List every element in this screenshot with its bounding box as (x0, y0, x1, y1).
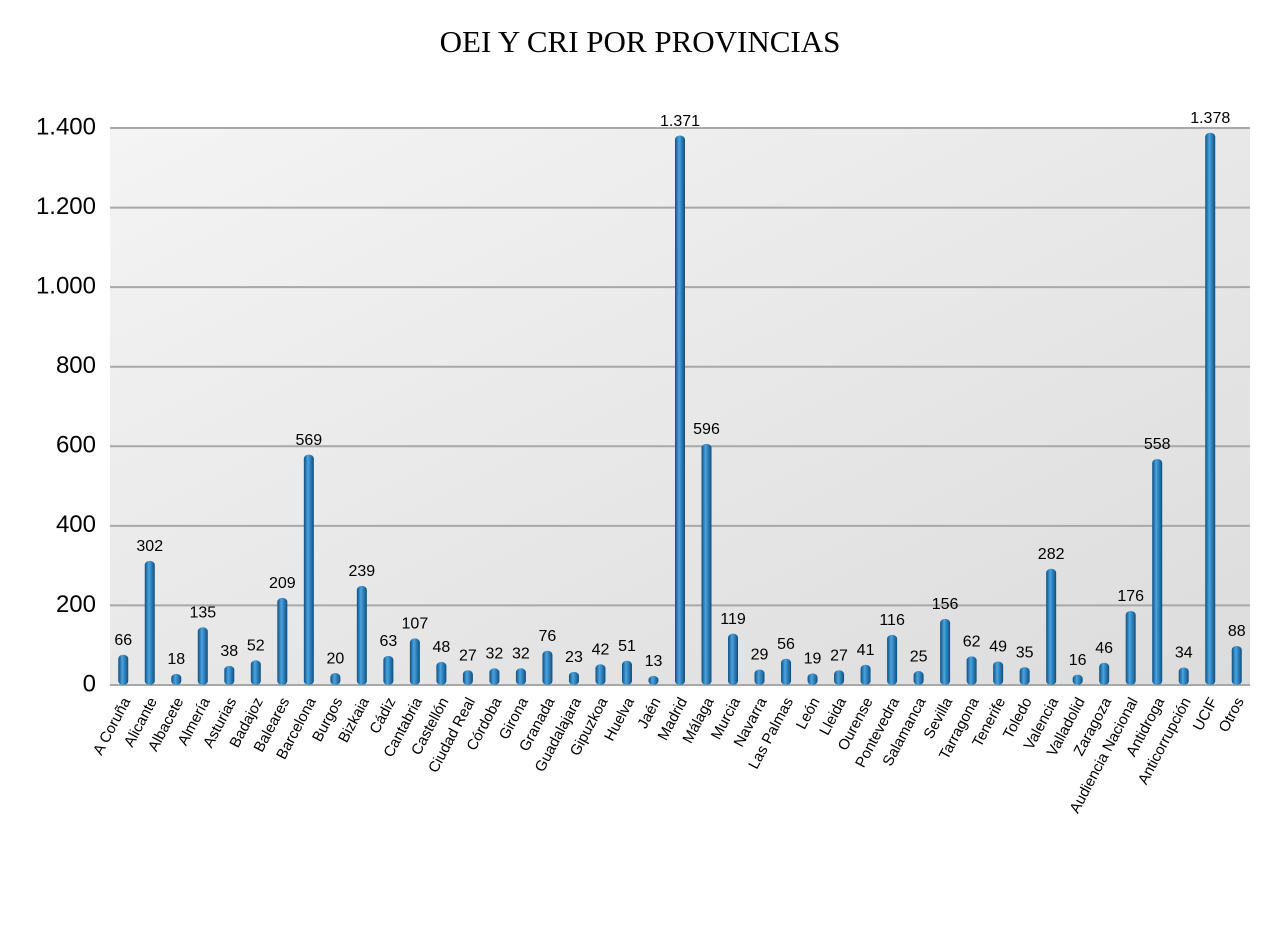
bar (1178, 667, 1189, 685)
bar (1072, 674, 1083, 685)
value-label: 34 (1175, 645, 1193, 662)
value-label: 20 (326, 650, 344, 667)
bar (277, 597, 288, 685)
bar (887, 634, 898, 685)
bar (197, 627, 208, 685)
bar (807, 673, 818, 685)
value-label: 42 (592, 642, 610, 659)
bar (1019, 667, 1030, 685)
bar (860, 664, 871, 685)
bar (1125, 610, 1136, 685)
value-label: 569 (295, 432, 322, 449)
value-label: 27 (459, 647, 477, 664)
value-label: 32 (486, 645, 504, 662)
bar (542, 650, 553, 685)
value-label: 32 (512, 645, 530, 662)
value-label: 16 (1069, 652, 1087, 669)
value-label: 66 (114, 632, 132, 649)
value-label: 156 (932, 596, 959, 613)
bar (250, 660, 261, 685)
bar (171, 673, 182, 685)
bar (993, 661, 1004, 685)
value-label: 29 (751, 647, 769, 664)
value-label: 19 (804, 651, 822, 668)
x-tick-label: Otros (1216, 695, 1248, 735)
value-label: 56 (777, 636, 795, 653)
value-label: 1.371 (660, 113, 700, 130)
y-tick-label: 400 (56, 511, 96, 538)
value-label: 25 (910, 648, 928, 665)
value-label: 239 (349, 563, 376, 580)
y-tick-label: 0 (83, 670, 96, 697)
value-label: 49 (989, 639, 1007, 656)
bar (436, 661, 447, 685)
y-tick-label: 600 (56, 432, 96, 459)
chart-title: OEI Y CRI POR PROVINCIAS (440, 24, 841, 59)
bar (913, 671, 924, 685)
bar (1152, 458, 1163, 685)
value-label: 107 (402, 616, 429, 633)
bar (701, 443, 712, 685)
bar (966, 656, 977, 685)
value-label: 48 (432, 639, 450, 656)
value-label: 18 (167, 651, 185, 668)
value-label: 52 (247, 638, 265, 655)
bar (303, 454, 314, 685)
bar (224, 665, 235, 685)
bar (1205, 132, 1216, 685)
value-label: 1.378 (1190, 110, 1230, 127)
value-label: 51 (618, 638, 636, 655)
bar (489, 668, 500, 685)
bar (1231, 645, 1242, 685)
y-tick-label: 1.000 (36, 272, 96, 299)
bar (515, 668, 526, 685)
bar (1099, 662, 1110, 685)
value-label: 62 (963, 634, 981, 651)
value-label: 76 (539, 628, 557, 645)
y-tick-label: 800 (56, 352, 96, 379)
value-label: 282 (1038, 546, 1065, 563)
bar (675, 135, 685, 686)
y-tick-label: 1.400 (36, 113, 96, 140)
y-tick-label: 1.200 (36, 193, 96, 220)
bar (144, 560, 155, 685)
value-label: 596 (693, 421, 720, 438)
value-label: 35 (1016, 644, 1034, 661)
value-label: 41 (857, 642, 875, 659)
value-label: 88 (1228, 623, 1246, 640)
value-label: 176 (1117, 588, 1144, 605)
value-label: 46 (1095, 640, 1113, 657)
value-label: 116 (879, 612, 905, 629)
value-label: 63 (379, 633, 397, 650)
bar (568, 671, 579, 685)
value-label: 135 (189, 605, 216, 622)
bar (462, 670, 473, 685)
y-tick-label: 200 (56, 591, 96, 618)
bar (383, 655, 394, 685)
bar (356, 585, 367, 685)
x-tick-label: A Coruña (90, 694, 135, 758)
bar (728, 633, 739, 685)
bar (595, 664, 606, 685)
bar (330, 673, 341, 685)
bar (1046, 568, 1057, 685)
value-label: 27 (830, 647, 848, 664)
bar (648, 675, 659, 685)
bar (940, 618, 951, 685)
value-label: 119 (720, 611, 746, 628)
bar (781, 658, 792, 685)
value-label: 13 (645, 653, 663, 670)
bar (621, 660, 632, 685)
value-label: 209 (269, 575, 296, 592)
value-label: 23 (565, 649, 583, 666)
bar (834, 670, 845, 685)
bar (118, 654, 129, 685)
bar (754, 669, 765, 685)
bar (409, 638, 420, 685)
value-label: 558 (1144, 436, 1171, 453)
value-label: 38 (220, 643, 238, 660)
value-label: 302 (136, 538, 163, 555)
